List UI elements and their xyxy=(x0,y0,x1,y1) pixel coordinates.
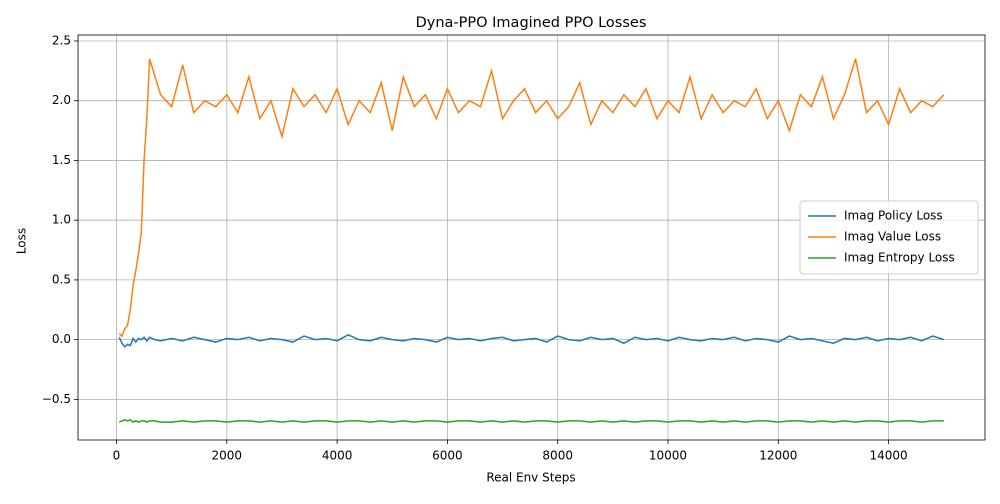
legend-box xyxy=(799,200,979,275)
y-tick-label: 0.5 xyxy=(52,272,71,286)
y-tick-label: 1.5 xyxy=(52,153,71,167)
chart-title: Dyna-PPO Imagined PPO Losses xyxy=(416,15,647,31)
series-line xyxy=(118,418,944,423)
legend-label: Imag Value Loss xyxy=(844,230,941,244)
y-tick-label: −0.5 xyxy=(42,392,71,406)
y-tick-label: 2.0 xyxy=(52,93,71,107)
legend-label: Imag Policy Loss xyxy=(844,209,943,223)
x-tick-label: 8000 xyxy=(542,449,573,463)
x-tick-label: 6000 xyxy=(432,449,463,463)
y-tick-label: 0.0 xyxy=(52,332,71,346)
series-line xyxy=(118,334,944,348)
plot-frame xyxy=(77,34,986,441)
series-line xyxy=(118,58,945,338)
x-tick-label: 2000 xyxy=(212,449,243,463)
x-tick-label: 12000 xyxy=(759,449,797,463)
y-tick-label: 2.5 xyxy=(52,33,71,47)
x-tick-label: 0 xyxy=(113,449,121,463)
x-tick-label: 10000 xyxy=(649,449,687,463)
y-axis-label: Loss xyxy=(15,228,29,254)
y-tick-label: 1.0 xyxy=(52,213,71,227)
x-tick-label: 14000 xyxy=(870,449,908,463)
x-tick-label: 4000 xyxy=(322,449,353,463)
legend-label: Imag Entropy Loss xyxy=(844,251,955,265)
x-axis-label: Real Env Steps xyxy=(486,471,575,485)
